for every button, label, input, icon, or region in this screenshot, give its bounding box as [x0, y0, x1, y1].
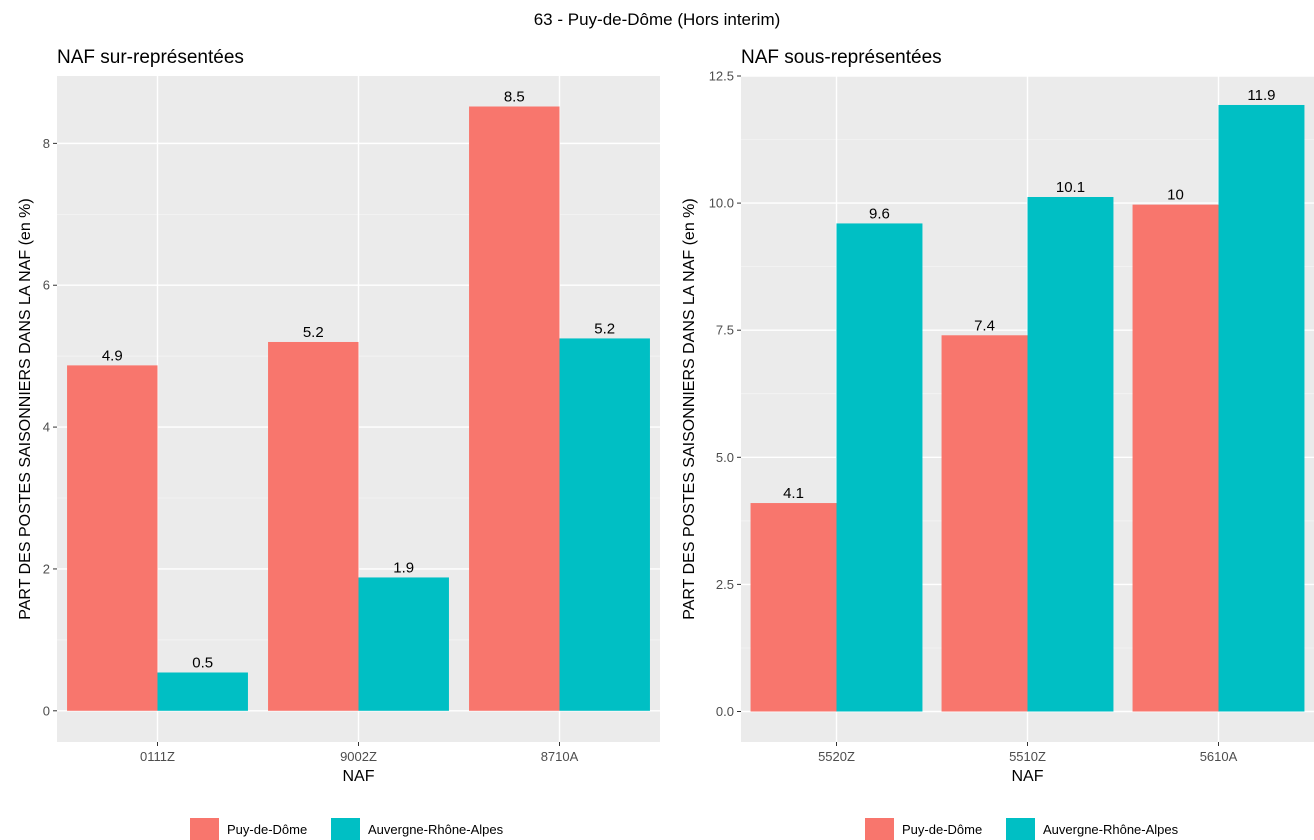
bar-Auvergne-Rhône-Alpes-8710A	[559, 338, 650, 711]
data-label: 0.5	[192, 654, 213, 671]
y-tick-label: 8	[43, 136, 50, 151]
y-tick-label: 4	[43, 420, 50, 435]
data-label: 1.9	[393, 559, 414, 576]
bar-Auvergne-Rhône-Alpes-5510Z	[1027, 196, 1114, 712]
chart-panel-1: 0 2 4 6 8 4.9 5.2 8.5 0.5 1.9 5.2 0111Z 9002Z 8710A NA…	[17, 47, 660, 840]
y-tick-label: 0.0	[716, 704, 734, 719]
bar-Puy-de-Dôme-0111Z	[67, 365, 158, 711]
x-tick-label: 0111Z	[140, 749, 175, 764]
data-label: 10	[1167, 187, 1184, 204]
y-axis-title: PART DES POSTES SAISONNIERS DANS LA NAF …	[681, 198, 698, 619]
bar-Puy-de-Dôme-9002Z	[268, 341, 359, 711]
x-tick-label: 8710A	[541, 749, 579, 764]
bar-Puy-de-Dôme-8710A	[469, 106, 560, 711]
legend-swatch	[190, 818, 219, 840]
y-tick-label: 12.5	[709, 69, 734, 84]
data-label: 8.5	[504, 88, 525, 105]
legend-label: Puy-de-Dôme	[227, 822, 307, 837]
x-axis-title: NAF	[1012, 768, 1044, 785]
x-tick-label: 5510Z	[1009, 749, 1046, 764]
y-tick-label: 10.0	[709, 196, 734, 211]
legend: Puy-de-Dôme Auvergne-Rhône-Alpes	[190, 818, 504, 840]
panel-title: NAF sur-représentées	[57, 47, 244, 68]
y-tick-label: 6	[43, 278, 50, 293]
data-label: 7.4	[974, 317, 995, 334]
legend-label: Auvergne-Rhône-Alpes	[1043, 822, 1179, 837]
data-label: 5.2	[594, 320, 615, 337]
legend-swatch	[865, 818, 894, 840]
y-tick-label: 0	[43, 703, 50, 718]
bar-Auvergne-Rhône-Alpes-5610A	[1218, 104, 1305, 712]
x-tick-label: 9002Z	[340, 749, 377, 764]
data-label: 10.1	[1056, 179, 1085, 196]
y-tick-label: 7.5	[716, 323, 734, 338]
x-tick-label: 5520Z	[818, 749, 855, 764]
bar-Puy-de-Dôme-5520Z	[750, 503, 837, 712]
data-label: 4.1	[783, 485, 804, 502]
bar-Auvergne-Rhône-Alpes-0111Z	[157, 672, 248, 711]
data-label: 5.2	[303, 324, 324, 341]
y-tick-label: 5.0	[716, 450, 734, 465]
bar-Auvergne-Rhône-Alpes-5520Z	[836, 223, 923, 712]
y-tick-label: 2.5	[716, 577, 734, 592]
legend-label: Auvergne-Rhône-Alpes	[368, 822, 504, 837]
y-tick-label: 2	[43, 561, 50, 576]
legend-label: Puy-de-Dôme	[902, 822, 982, 837]
legend-swatch	[1006, 818, 1035, 840]
legend: Puy-de-Dôme Auvergne-Rhône-Alpes	[865, 818, 1179, 840]
figure-title: 63 - Puy-de-Dôme (Hors interim)	[533, 10, 781, 29]
x-tick-label: 5610A	[1200, 749, 1238, 764]
y-axis-title: PART DES POSTES SAISONNIERS DANS LA NAF …	[17, 198, 34, 619]
data-label: 4.9	[102, 347, 123, 364]
legend-swatch	[331, 818, 360, 840]
bar-Puy-de-Dôme-5610A	[1132, 204, 1219, 712]
chart-panel-2: 0.0 2.5 5.0 7.5 10.0 12.5 4.1 7.4 10 9.6 10.1 11.9 5…	[681, 47, 1314, 840]
bar-Puy-de-Dôme-5510Z	[941, 335, 1028, 712]
x-axis-title: NAF	[343, 768, 375, 785]
data-label: 11.9	[1247, 87, 1275, 104]
panel-title: NAF sous-représentées	[741, 47, 942, 68]
data-label: 9.6	[869, 205, 890, 222]
bar-Auvergne-Rhône-Alpes-9002Z	[358, 577, 449, 711]
